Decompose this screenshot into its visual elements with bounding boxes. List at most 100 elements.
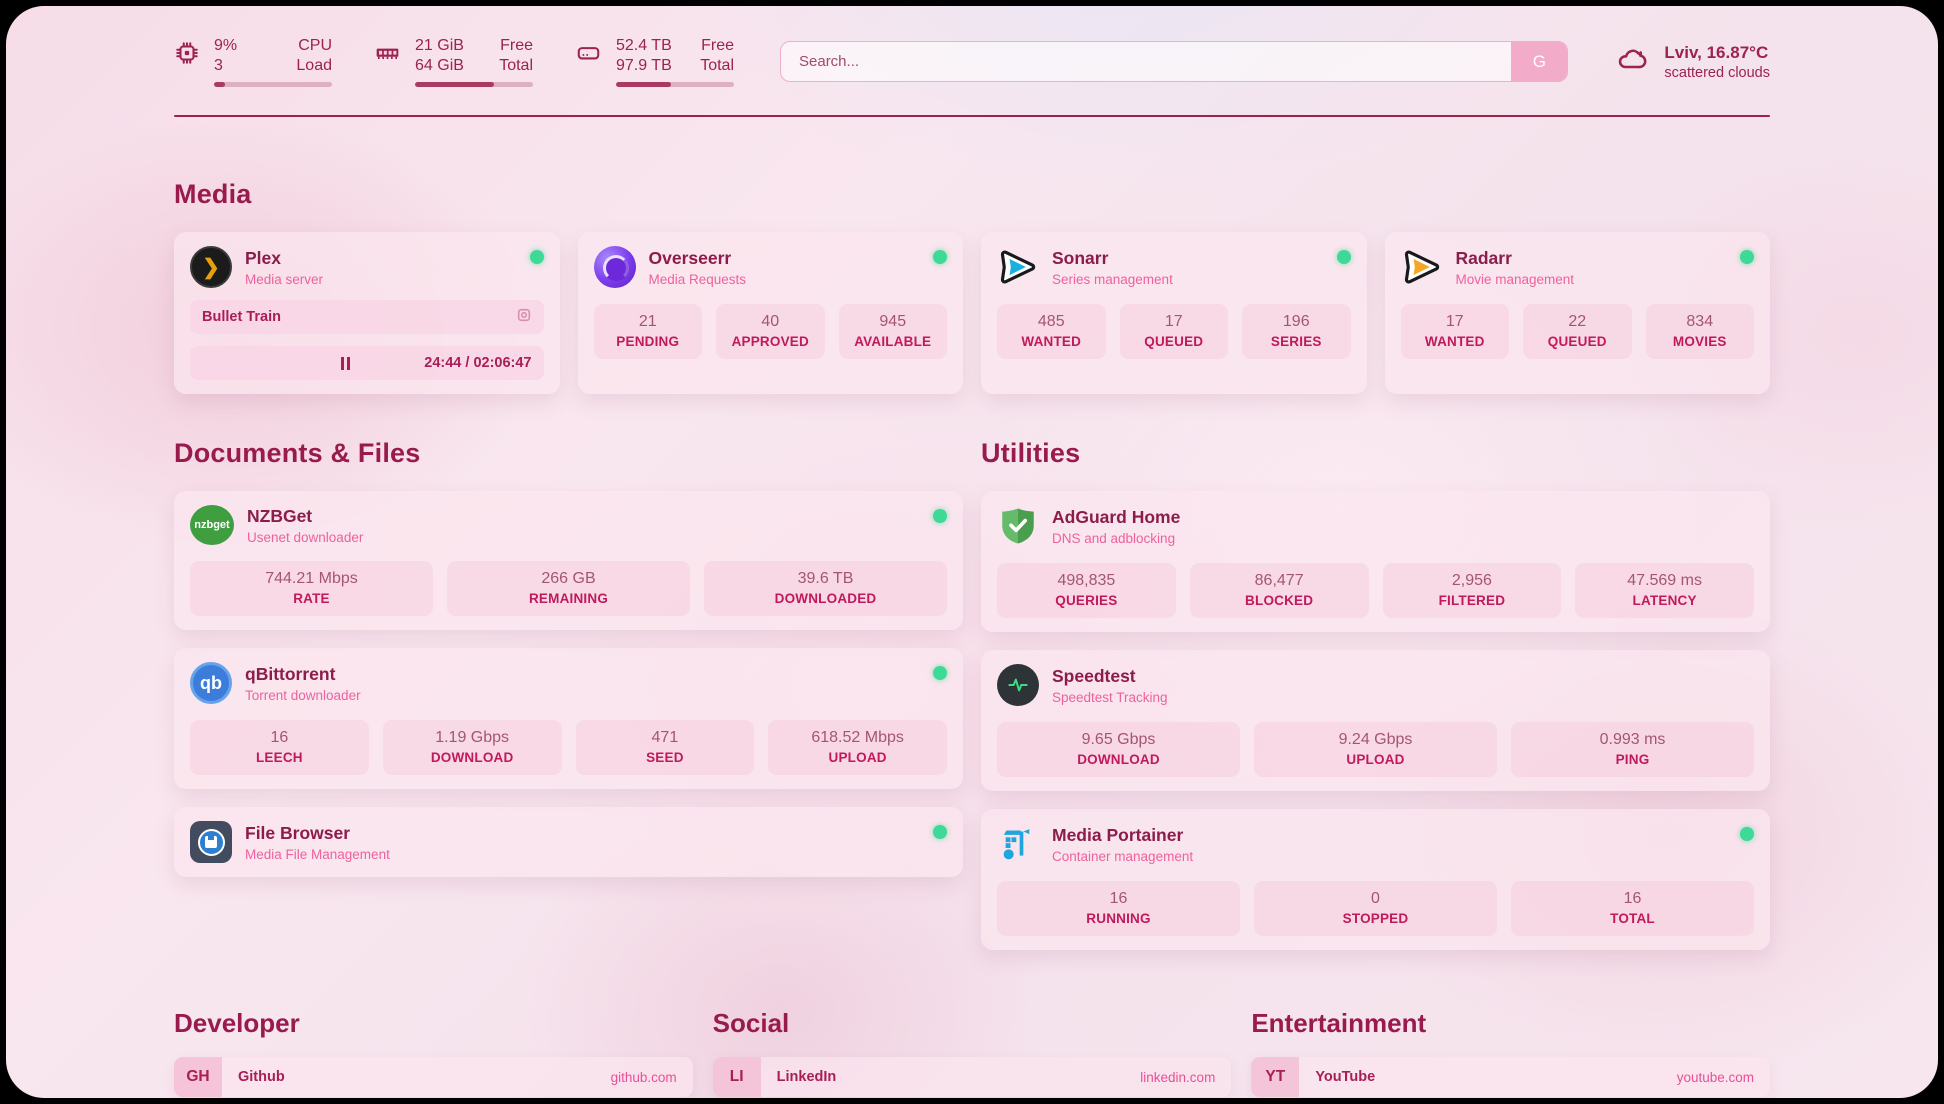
link-abbr: GH	[174, 1057, 222, 1097]
cpu-icon	[174, 36, 200, 71]
status-dot	[933, 666, 947, 680]
link-abbr: YT	[1251, 1057, 1300, 1097]
entertainment-section: Entertainment YT YouTube youtube.com NF …	[1251, 1008, 1770, 1098]
section-title-media: Media	[174, 179, 252, 209]
nzbget-card[interactable]: nzbget NZBGet Usenet downloader 744.21 M…	[174, 491, 963, 630]
pause-icon[interactable]	[340, 356, 350, 370]
link-abbr: LI	[712, 1057, 761, 1097]
social-section: Social LI LinkedIn linkedin.com TW Twitt…	[712, 1008, 1232, 1098]
plex-icon: ❯	[190, 246, 232, 288]
ram-metric: 21 GiB Free 64 GiB Total	[374, 36, 533, 87]
now-playing-title: Bullet Train	[202, 309, 281, 325]
app-description: Movie management	[1455, 271, 1575, 287]
sonarr-icon	[997, 246, 1039, 288]
stat-remaining: 266 GB REMAINING	[447, 561, 690, 616]
cpu-label: CPU	[298, 37, 332, 54]
qbittorrent-card[interactable]: qb qBittorrent Torrent downloader 16 LEEC…	[174, 648, 963, 789]
app-description: Media File Management	[245, 846, 390, 862]
stat-running: 16 RUNNING	[997, 881, 1240, 936]
stat-wanted: 17 WANTED	[1400, 304, 1509, 359]
link-github[interactable]: GH Github github.com	[174, 1057, 693, 1097]
section-title-developer: Developer	[174, 1008, 300, 1038]
search-input[interactable]	[781, 42, 1512, 81]
system-metrics: 9% CPU 3 Load	[174, 36, 734, 87]
app-name: Sonarr	[1052, 247, 1109, 268]
link-linkedin[interactable]: LI LinkedIn linkedin.com	[712, 1057, 1232, 1097]
app-description: Speedtest Tracking	[1052, 689, 1168, 705]
plex-card[interactable]: ❯ Plex Media server Bullet Train	[174, 232, 560, 394]
app-description: Series management	[1052, 271, 1173, 287]
utilities-column: AdGuard Home DNS and adblocking 498,835 Q…	[981, 491, 1770, 950]
bookmarks-row: Developer GH Github github.com SO StackO…	[174, 1008, 1770, 1098]
app-name: NZBGet	[247, 505, 313, 526]
stat-approved: 40 APPROVED	[716, 304, 825, 359]
stat-available: 945 AVAILABLE	[838, 304, 947, 359]
storage-total-value: 97.9 TB	[616, 57, 672, 74]
weather-widget[interactable]: Lviv, 16.87°C scattered clouds	[1614, 43, 1770, 81]
search-engine-button[interactable]: G	[1511, 42, 1568, 81]
video-icon[interactable]	[516, 307, 532, 328]
filebrowser-card[interactable]: File Browser Media File Management	[174, 807, 963, 877]
overseerr-icon	[593, 246, 636, 288]
weather-location-temp: Lviv, 16.87°C	[1664, 42, 1769, 62]
nzbget-icon: nzbget	[190, 505, 234, 545]
link-name: YouTube	[1315, 1069, 1376, 1085]
status-dot	[529, 250, 544, 264]
ram-free-label: Free	[500, 37, 533, 54]
stat-filtered: 2,956 FILTERED	[1382, 563, 1562, 618]
ram-icon	[374, 36, 401, 71]
stat-seed: 471 SEED	[575, 720, 755, 775]
storage-total-label: Total	[700, 57, 734, 74]
ram-total-label: Total	[499, 57, 533, 74]
cpu-core-count: 3	[214, 57, 223, 74]
app-description: Usenet downloader	[247, 529, 364, 545]
developer-section: Developer GH Github github.com SO StackO…	[174, 1008, 693, 1098]
portainer-card[interactable]: Media Portainer Container management 16 R…	[981, 809, 1770, 950]
cpu-metric: 9% CPU 3 Load	[174, 36, 332, 87]
storage-free-label: Free	[701, 37, 734, 54]
stat-leech: 16 LEECH	[190, 720, 369, 775]
playback-progress-row: 24:44 / 02:06:47	[190, 346, 544, 380]
now-playing-row: Bullet Train	[190, 300, 544, 334]
stat-pending: 21 PENDING	[593, 304, 702, 359]
storage-free-value: 52.4 TB	[616, 37, 672, 54]
cpu-value: 9%	[214, 37, 238, 54]
stat-downloaded: 39.6 TB DOWNLOADED	[704, 561, 947, 616]
status-dot	[1740, 250, 1754, 264]
ram-total-value: 64 GiB	[415, 57, 464, 74]
radarr-icon	[1401, 246, 1443, 288]
top-bar: 9% CPU 3 Load	[6, 6, 1938, 87]
app-name: Media Portainer	[1052, 824, 1184, 845]
stat-stopped: 0 STOPPED	[1254, 881, 1497, 936]
section-title-entertainment: Entertainment	[1251, 1008, 1427, 1038]
documents-column: nzbget NZBGet Usenet downloader 744.21 M…	[174, 491, 963, 877]
app-name: Speedtest	[1052, 665, 1136, 686]
stat-rate: 744.21 Mbps RATE	[190, 561, 433, 616]
stat-total: 16 TOTAL	[1511, 881, 1754, 936]
app-name: AdGuard Home	[1052, 506, 1181, 527]
header-divider	[174, 115, 1770, 117]
link-url: linkedin.com	[1140, 1069, 1216, 1085]
dashboard-page: 9% CPU 3 Load	[6, 6, 1938, 1098]
speedtest-card[interactable]: Speedtest Speedtest Tracking 9.65 Gbps DO…	[981, 650, 1770, 791]
stat-download: 1.19 Gbps DOWNLOAD	[382, 720, 562, 775]
overseerr-card[interactable]: Overseerr Media Requests 21 PENDING 40 APP…	[577, 232, 963, 394]
link-youtube[interactable]: YT YouTube youtube.com	[1251, 1057, 1770, 1097]
section-title-documents: Documents & Files	[174, 438, 421, 468]
adguard-card[interactable]: AdGuard Home DNS and adblocking 498,835 Q…	[981, 491, 1770, 632]
stat-upload: 9.24 Gbps UPLOAD	[1254, 722, 1497, 777]
stat-ping: 0.993 ms PING	[1511, 722, 1754, 777]
playback-time: 24:44 / 02:06:47	[424, 355, 532, 371]
link-url: youtube.com	[1676, 1069, 1754, 1085]
status-dot	[1336, 250, 1351, 264]
section-title-social: Social	[712, 1008, 790, 1038]
app-description: Media server	[245, 271, 324, 287]
speedtest-icon	[997, 664, 1039, 706]
stat-queued: 22 QUEUED	[1523, 304, 1632, 359]
app-name: Radarr	[1455, 247, 1512, 268]
sonarr-card[interactable]: Sonarr Series management 485 WANTED 17 QUE…	[981, 232, 1367, 394]
adguard-icon	[997, 505, 1039, 547]
radarr-card[interactable]: Radarr Movie management 17 WANTED 22 QUEUE…	[1384, 232, 1770, 394]
storage-progress-bar	[616, 82, 734, 87]
stat-blocked: 86,477 BLOCKED	[1189, 563, 1369, 618]
